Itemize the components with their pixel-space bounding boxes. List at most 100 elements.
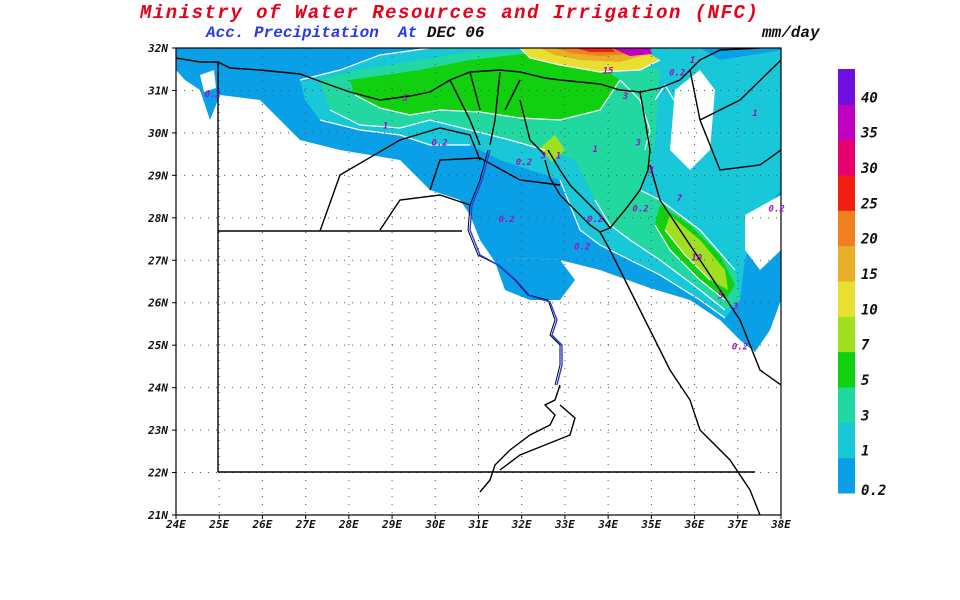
contour-label: 3 bbox=[732, 302, 738, 312]
contour-label: 1 bbox=[752, 109, 757, 119]
contour-label: 0.2 bbox=[769, 204, 785, 214]
map-subtitle: Acc. Precipitation At DEC 06 bbox=[206, 24, 484, 42]
contour-label: 15 bbox=[603, 66, 614, 76]
no-rain-patch-west bbox=[200, 70, 216, 92]
precip-band-7 bbox=[540, 135, 565, 162]
contour-label: 1 bbox=[383, 122, 388, 132]
legend-swatch bbox=[838, 316, 855, 353]
legend-swatch bbox=[838, 422, 855, 459]
contour-label: 5 bbox=[718, 291, 724, 301]
contour-label: 3 bbox=[540, 151, 546, 161]
contour-label: 0.2 bbox=[205, 90, 221, 100]
legend-swatch bbox=[838, 351, 855, 388]
legend-label: 25 bbox=[860, 196, 878, 212]
units-label: mm/day bbox=[762, 24, 820, 42]
lat-label: 26N bbox=[147, 297, 168, 310]
contour-label: 3 bbox=[622, 92, 628, 102]
lon-label: 33E bbox=[554, 518, 575, 531]
contour-lines bbox=[299, 48, 736, 319]
legend-label: 40 bbox=[861, 90, 878, 106]
internal-border-1 bbox=[319, 127, 481, 232]
lon-label: 30E bbox=[424, 518, 445, 531]
date-label: DEC 06 bbox=[426, 24, 485, 42]
lat-label: 21N bbox=[147, 509, 168, 522]
lat-label: 24N bbox=[147, 382, 168, 395]
internal-border-2 bbox=[429, 157, 561, 191]
legend-label: 10 bbox=[861, 302, 878, 318]
legend-label: 0.2 bbox=[861, 483, 886, 499]
contour-label: 5 bbox=[402, 94, 408, 104]
lake-nasser bbox=[479, 384, 576, 493]
lon-label: 35E bbox=[640, 518, 661, 531]
lat-label: 27N bbox=[147, 254, 168, 267]
sinai-east-coast bbox=[609, 91, 651, 229]
contour-label: 0.2 bbox=[431, 139, 447, 149]
precip-band-5 bbox=[350, 52, 620, 120]
contour-label: 0.2 bbox=[669, 69, 685, 79]
contour-label: 0.2 bbox=[574, 243, 590, 253]
lat-label: 22N bbox=[147, 467, 168, 480]
borders bbox=[176, 48, 781, 515]
contour-label: 1 bbox=[556, 151, 561, 161]
contour-label: 3 bbox=[635, 139, 641, 149]
legend-swatch bbox=[838, 139, 855, 176]
no-rain-patch bbox=[670, 70, 715, 170]
jordan-border bbox=[689, 69, 781, 171]
legend-label: 5 bbox=[861, 373, 869, 389]
red-sea-west-coast bbox=[599, 231, 761, 515]
precip-band-3 bbox=[320, 50, 740, 310]
lon-label: 27E bbox=[295, 518, 316, 531]
legend-label: 35 bbox=[860, 126, 878, 142]
lat-label: 28N bbox=[147, 212, 168, 225]
contour-label: 10 bbox=[691, 253, 702, 263]
precip-band-0.2-south bbox=[495, 258, 575, 300]
contour-label: 0.2 bbox=[632, 204, 648, 214]
legend-swatch bbox=[838, 245, 855, 282]
legend-label: 1 bbox=[861, 444, 869, 460]
legend-label: 7 bbox=[861, 338, 870, 354]
internal-border-3 bbox=[379, 194, 471, 231]
lon-label: 34E bbox=[597, 518, 618, 531]
contour-label: 0.2 bbox=[732, 342, 748, 352]
map-title: Ministry of Water Resources and Irrigati… bbox=[140, 2, 760, 24]
lon-label: 36E bbox=[684, 518, 705, 531]
nile-river bbox=[467, 149, 563, 386]
precip-band-7-east bbox=[665, 215, 728, 290]
lon-label: 24E bbox=[165, 518, 186, 531]
lat-label: 32N bbox=[147, 42, 168, 55]
legend-label: 30 bbox=[860, 161, 878, 177]
contour-label: 1 bbox=[592, 145, 597, 155]
lat-label: 25N bbox=[147, 339, 168, 352]
legend-swatch bbox=[838, 281, 855, 317]
precip-band-30 bbox=[575, 48, 615, 52]
lon-label: 31E bbox=[468, 518, 489, 531]
legend-swatch bbox=[838, 457, 855, 494]
legend-label: 20 bbox=[860, 232, 878, 248]
contour-label: 1 bbox=[690, 56, 695, 66]
precip-band-40 bbox=[612, 48, 652, 56]
delta-lines bbox=[449, 71, 521, 146]
legend-label: 3 bbox=[860, 408, 869, 424]
legend-swatch bbox=[838, 104, 855, 141]
lon-label: 25E bbox=[208, 518, 229, 531]
saudi-border bbox=[699, 59, 781, 121]
lat-label: 31N bbox=[147, 84, 168, 97]
contour-label: 3 bbox=[648, 166, 654, 176]
lon-label: 29E bbox=[381, 518, 402, 531]
lon-label: 37E bbox=[727, 518, 748, 531]
legend-swatch bbox=[838, 175, 855, 211]
contour-label: 0.2 bbox=[498, 215, 514, 225]
lat-label: 23N bbox=[147, 424, 168, 437]
precip-streak bbox=[288, 120, 328, 125]
aqaba-east-coast bbox=[649, 164, 781, 386]
gulf-of-suez-coast bbox=[544, 149, 612, 233]
lon-label: 32E bbox=[511, 518, 532, 531]
legend-swatch bbox=[838, 210, 855, 247]
contour-label: 0.2 bbox=[516, 158, 532, 168]
contour-label: 0.2 bbox=[587, 215, 603, 225]
canal-line bbox=[519, 99, 546, 156]
at-label: At bbox=[398, 24, 418, 42]
